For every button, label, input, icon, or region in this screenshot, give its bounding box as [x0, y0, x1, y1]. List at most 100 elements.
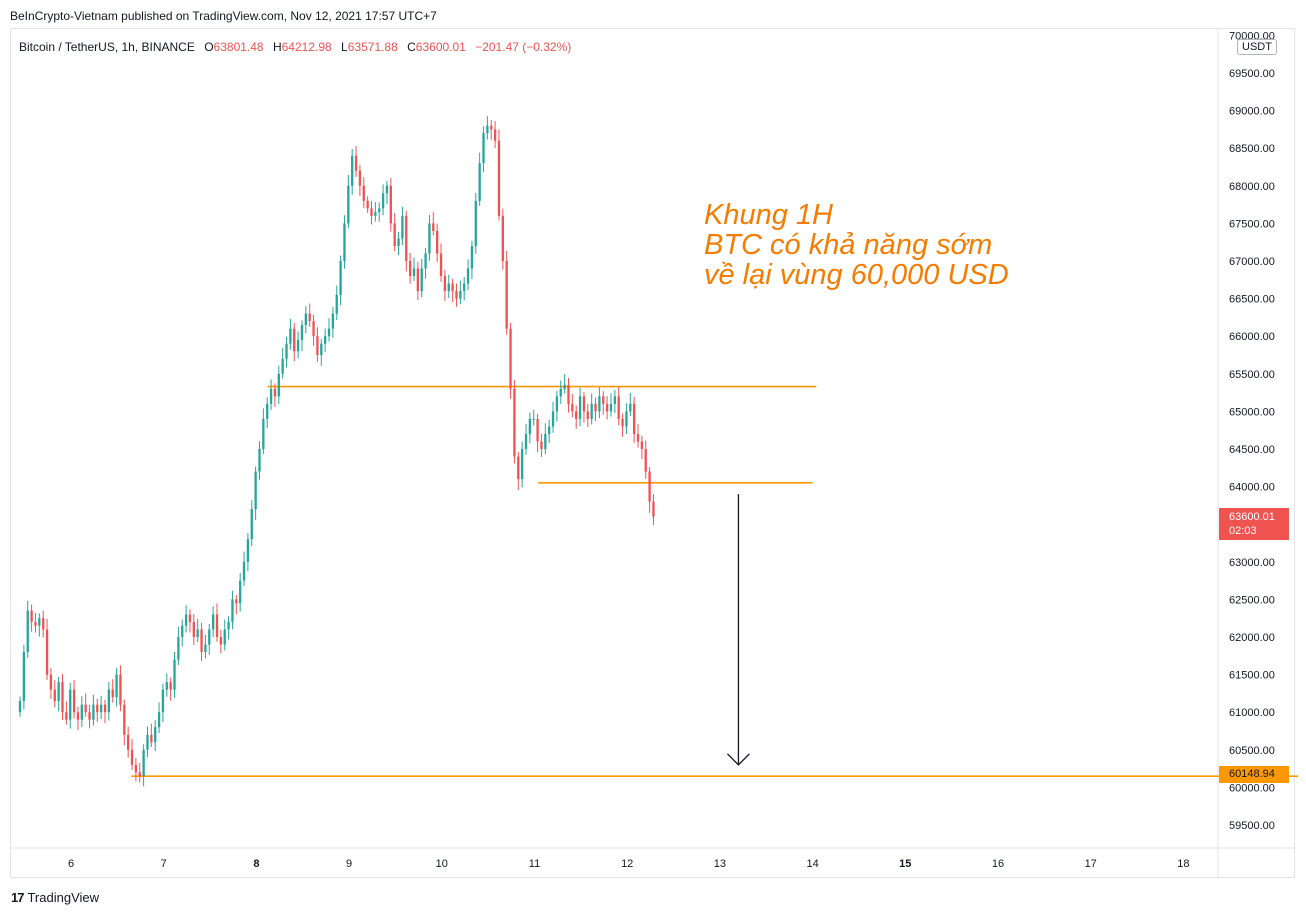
candle	[231, 590, 234, 630]
candle	[80, 696, 83, 728]
candle	[169, 677, 172, 701]
candle	[200, 622, 203, 662]
candle	[312, 314, 315, 346]
price-tick-label: 68500.00	[1229, 143, 1275, 155]
candle-body	[393, 223, 396, 246]
candle-body	[103, 704, 107, 713]
candle-body	[524, 433, 528, 449]
time-axis[interactable]: 6 7 8 9 10 11 12 13 14 15 16 17 18	[68, 858, 1190, 870]
candle-body	[111, 689, 114, 698]
tradingview-footer[interactable]: 17 TradingView	[11, 890, 99, 905]
candle-body	[528, 418, 532, 434]
candle-body	[165, 682, 168, 690]
candle-body	[177, 637, 180, 660]
candle-body	[567, 385, 570, 404]
candle	[119, 665, 122, 712]
price-tick-label: 66000.00	[1229, 331, 1275, 343]
candle	[204, 635, 207, 659]
candle	[250, 500, 253, 547]
candle	[296, 331, 300, 359]
candle-body	[262, 418, 265, 449]
candle	[188, 609, 192, 633]
candle-body	[443, 276, 447, 292]
candle	[486, 116, 489, 140]
candle	[559, 380, 562, 404]
support-lines	[131, 385, 1298, 777]
candle	[463, 277, 466, 301]
price-tick-label: 61500.00	[1229, 670, 1275, 682]
candle	[177, 626, 180, 666]
candle-body	[119, 674, 122, 705]
candle-body	[455, 291, 458, 299]
published-header: BeInCrypto-Vietnam published on TradingV…	[10, 9, 437, 23]
candle-body	[134, 764, 138, 773]
candle	[316, 327, 319, 362]
candle-body	[505, 261, 508, 329]
candle	[412, 257, 416, 282]
candle-body	[157, 712, 161, 728]
candle-body	[300, 324, 304, 340]
candle	[497, 129, 501, 221]
candle	[49, 668, 53, 699]
candle-body	[640, 441, 644, 449]
candle	[513, 380, 516, 464]
candle	[362, 177, 365, 209]
annotation-line-2: BTC có khả năng sớm	[704, 229, 993, 261]
candle	[289, 318, 292, 350]
candle-body	[26, 610, 29, 653]
level-price-badge: 60148.94	[1219, 766, 1289, 783]
candle-body	[331, 313, 335, 329]
candle-body	[188, 614, 192, 622]
candle-body	[246, 539, 250, 562]
candle	[474, 192, 477, 254]
candle	[42, 610, 45, 638]
candle-body	[289, 328, 292, 344]
price-tick-label: 64000.00	[1229, 482, 1275, 494]
candle-body	[99, 704, 103, 713]
candle	[61, 674, 64, 720]
candle	[235, 594, 238, 615]
candle	[262, 408, 265, 455]
candle-body	[239, 580, 242, 604]
candle-body	[69, 689, 72, 720]
candle	[536, 413, 539, 453]
candle-body	[138, 772, 141, 777]
candle-body	[374, 212, 377, 216]
high-value: 64212.98	[281, 40, 332, 54]
candle	[96, 698, 99, 722]
candle	[300, 320, 304, 352]
currency-button[interactable]: USDT	[1237, 39, 1277, 55]
candle-body	[497, 140, 501, 216]
candle-body	[617, 396, 620, 419]
time-tick-label: 12	[621, 858, 633, 870]
candle	[72, 680, 76, 719]
candle-body	[30, 610, 33, 622]
candle-body	[424, 253, 427, 269]
price-axis[interactable]: 59500.00 60000.00 60500.00 61000.00 61500.00…	[10, 29, 1295, 878]
candle-body	[474, 200, 477, 246]
candle-body	[544, 433, 547, 449]
candle-body	[532, 418, 535, 420]
candle	[621, 413, 624, 437]
candle	[57, 676, 60, 712]
annotation-line-1: Khung 1H	[704, 199, 833, 231]
price-tick-label: 61000.00	[1229, 707, 1275, 719]
candle	[428, 214, 431, 261]
candle	[196, 618, 199, 643]
candle-body	[115, 674, 118, 698]
candle	[88, 704, 91, 729]
candle-body	[648, 471, 651, 502]
candle	[629, 392, 632, 417]
candle	[528, 412, 532, 444]
candle-body	[613, 396, 616, 404]
candle	[227, 616, 230, 640]
candle	[482, 126, 485, 173]
candle-body	[196, 629, 199, 637]
candle	[142, 744, 145, 787]
candle-body	[551, 411, 555, 427]
candle	[644, 440, 647, 479]
candle	[239, 573, 242, 612]
symbol-title[interactable]: Bitcoin / TetherUS, 1h, BINANCE	[19, 40, 195, 54]
arrow-head	[726, 753, 750, 766]
